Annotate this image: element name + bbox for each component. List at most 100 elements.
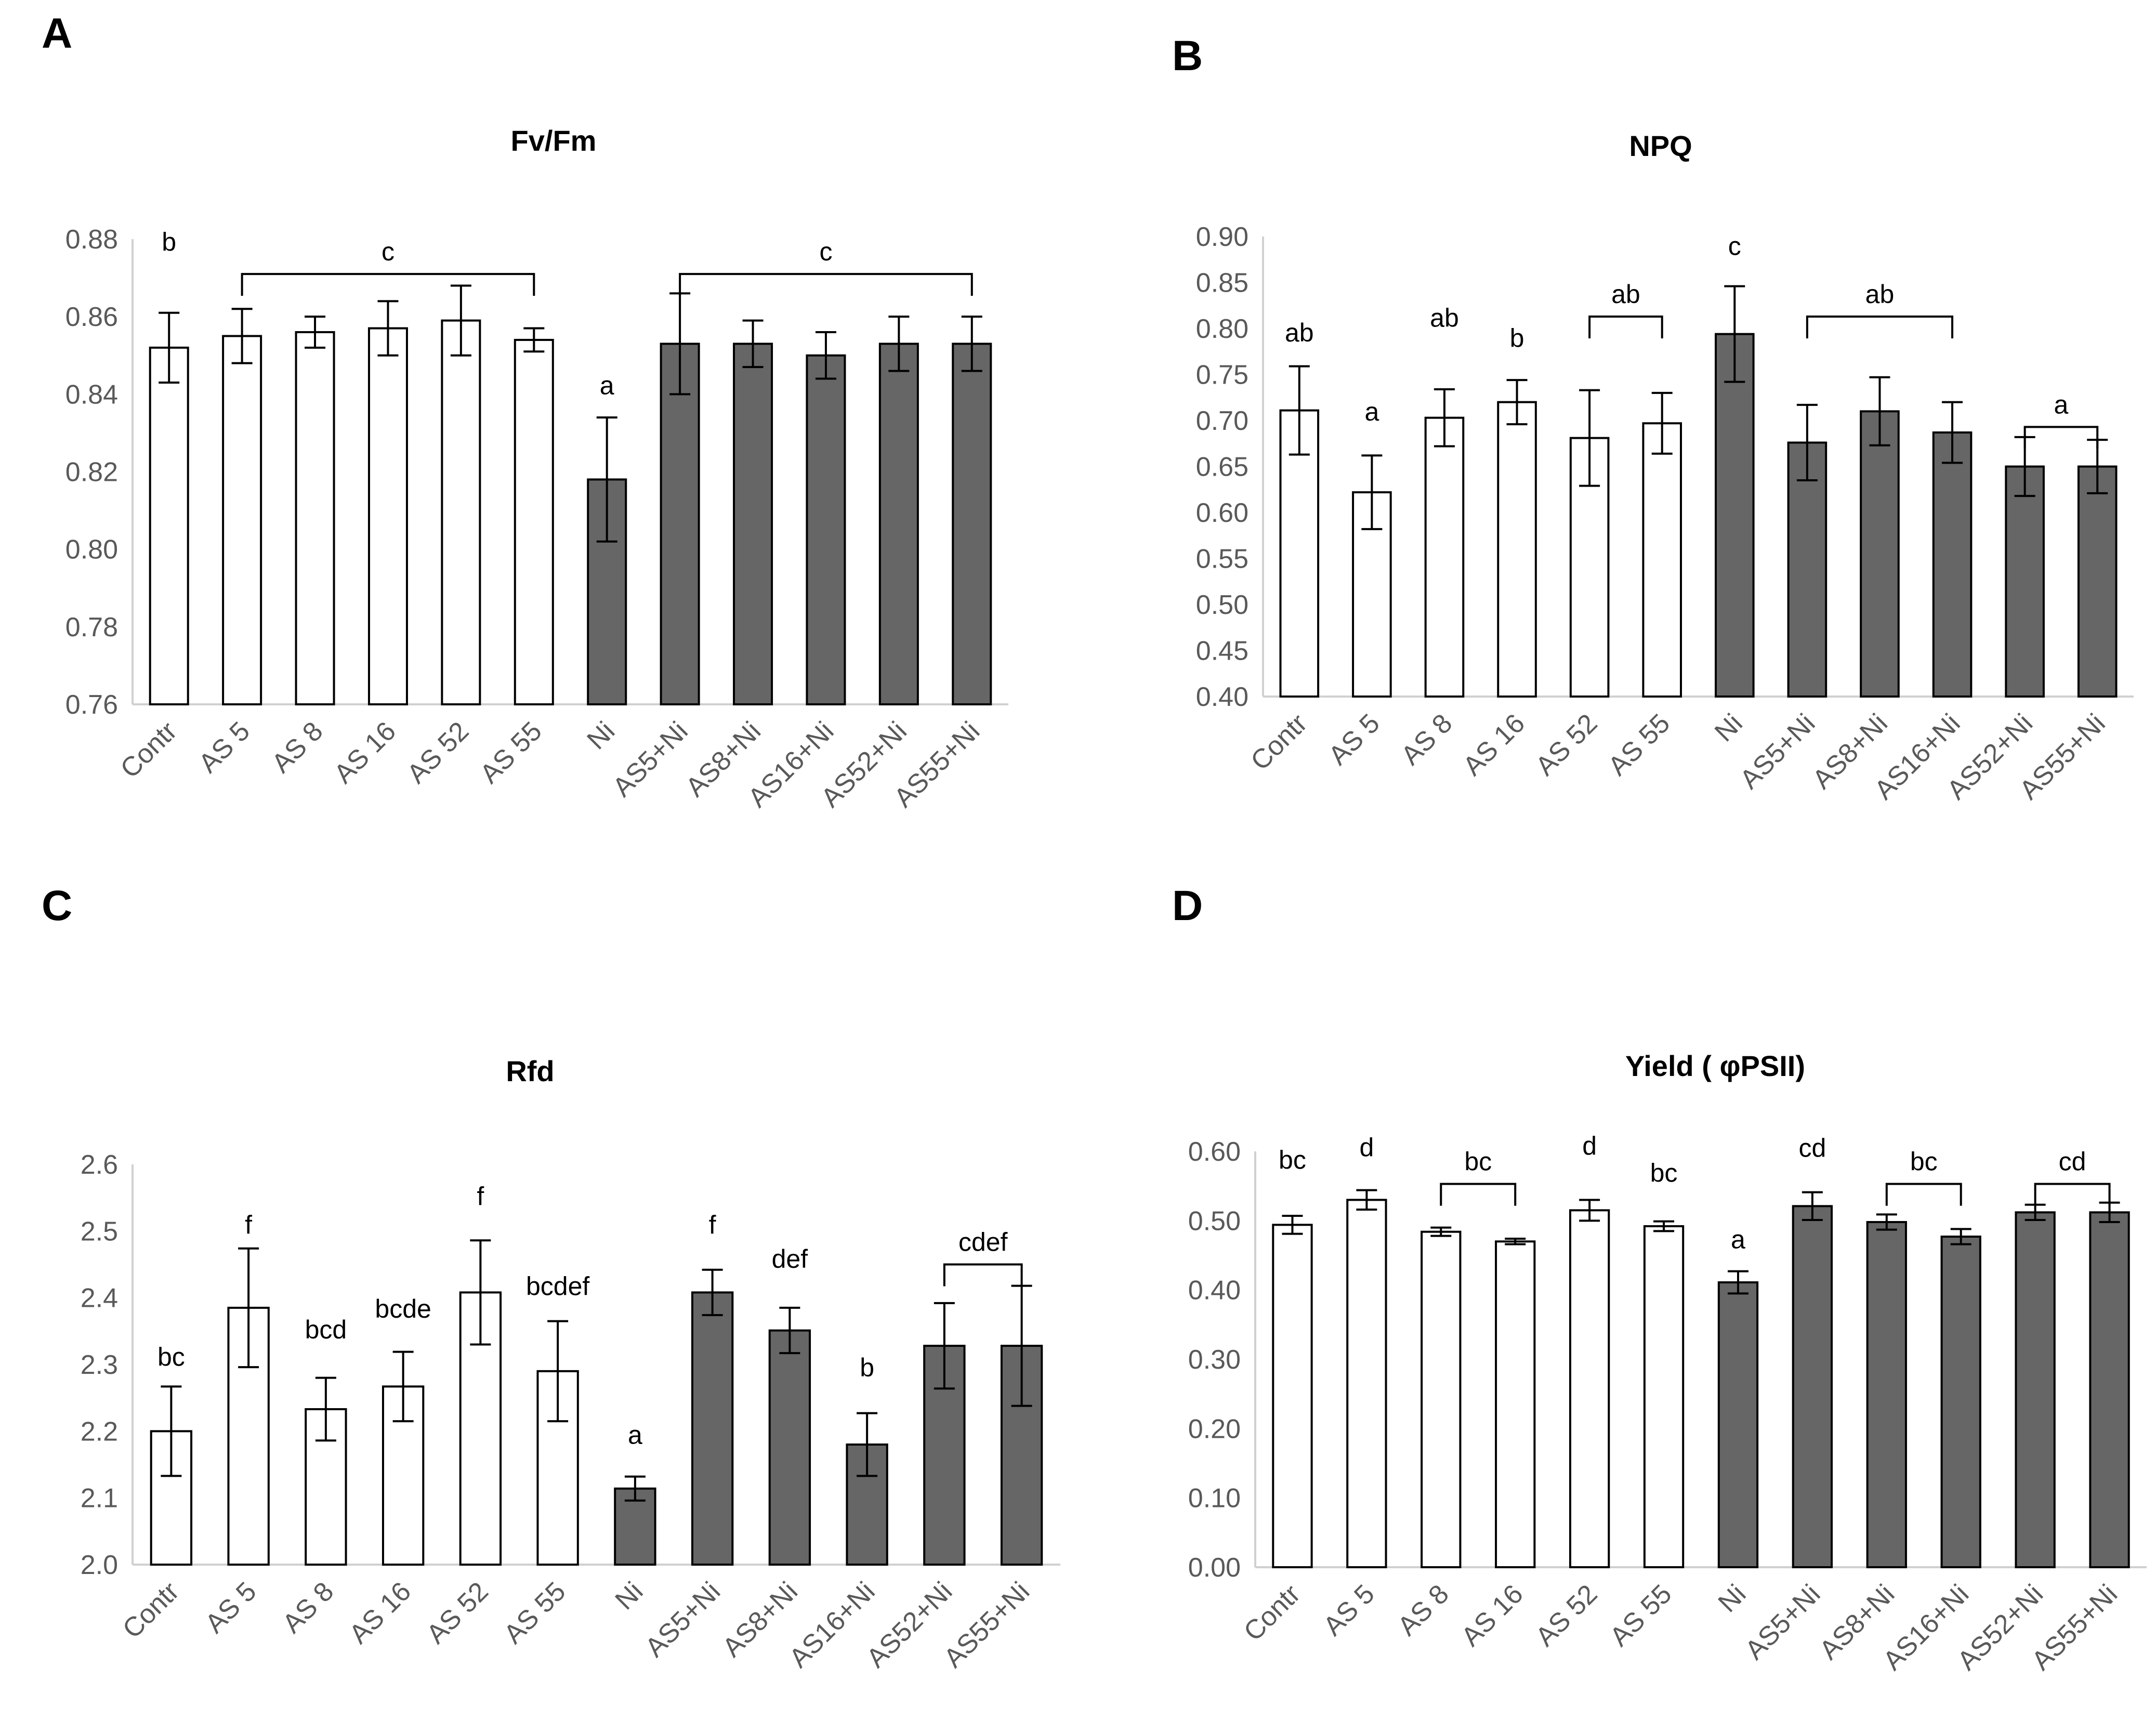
bar bbox=[514, 338, 554, 705]
significance-label: a bbox=[628, 1421, 642, 1450]
bar bbox=[768, 1329, 811, 1566]
bar bbox=[1792, 1205, 1833, 1568]
significance-label: bcdef bbox=[526, 1272, 589, 1301]
chart-title: Yield ( φPSII) bbox=[1625, 1049, 1805, 1082]
bracket-label: ab bbox=[1865, 280, 1895, 309]
significance-label: cd bbox=[1798, 1134, 1826, 1163]
significance-label: a bbox=[600, 371, 614, 400]
chart-title: Fv/Fm bbox=[511, 124, 597, 157]
significance-bracket bbox=[2034, 1183, 2111, 1206]
significance-label: ab bbox=[1285, 318, 1314, 347]
y-tick-label: 0.90 bbox=[1196, 222, 1248, 252]
panel-label: C bbox=[42, 882, 72, 929]
chart-title: NPQ bbox=[1629, 129, 1692, 162]
y-tick-label: 0.80 bbox=[1196, 314, 1248, 344]
significance-bracket bbox=[1885, 1183, 1962, 1206]
y-tick-label: 2.1 bbox=[81, 1484, 118, 1514]
y-tick-label: 0.65 bbox=[1196, 452, 1248, 482]
bar bbox=[660, 343, 700, 705]
significance-label: d bbox=[1359, 1133, 1374, 1162]
bar bbox=[1495, 1240, 1536, 1568]
chart-title: Rfd bbox=[506, 1055, 554, 1087]
bar bbox=[2077, 465, 2118, 698]
y-tick-label: 0.76 bbox=[65, 690, 118, 720]
bar bbox=[733, 343, 773, 705]
bracket-label: c bbox=[819, 237, 832, 266]
bar bbox=[1715, 333, 1755, 698]
y-tick-label: 0.10 bbox=[1188, 1484, 1241, 1514]
bar bbox=[1569, 1209, 1610, 1568]
y-tick-label: 0.85 bbox=[1196, 268, 1248, 298]
significance-bracket bbox=[1440, 1183, 1517, 1206]
bar bbox=[806, 354, 846, 705]
bracket-label: bc bbox=[1464, 1147, 1492, 1176]
bar bbox=[1424, 416, 1465, 698]
significance-bracket bbox=[679, 273, 973, 296]
y-tick-label: 2.0 bbox=[81, 1550, 118, 1580]
significance-label: bc bbox=[1650, 1159, 1678, 1188]
y-tick-label: 0.40 bbox=[1188, 1276, 1241, 1306]
significance-label: bcd bbox=[305, 1315, 347, 1344]
panel-label: D bbox=[1172, 882, 1203, 929]
y-tick-label: 2.2 bbox=[81, 1416, 118, 1447]
y-tick-label: 0.70 bbox=[1196, 406, 1248, 436]
y-tick-label: 0.00 bbox=[1188, 1553, 1241, 1583]
significance-label: f bbox=[245, 1210, 252, 1239]
significance-label: b bbox=[860, 1353, 874, 1382]
bar bbox=[1866, 1221, 1907, 1568]
bar bbox=[2015, 1211, 2056, 1568]
y-tick-label: 0.55 bbox=[1196, 544, 1248, 574]
bar bbox=[878, 343, 919, 705]
y-tick-label: 0.80 bbox=[65, 535, 118, 565]
bar bbox=[1421, 1230, 1462, 1569]
significance-bracket bbox=[943, 1263, 1023, 1287]
significance-label: bcde bbox=[375, 1294, 431, 1323]
bar bbox=[1932, 431, 1973, 698]
bar bbox=[2089, 1211, 2130, 1568]
significance-label: b bbox=[1510, 323, 1524, 352]
bracket-label: c bbox=[382, 237, 395, 266]
bar bbox=[1643, 1225, 1685, 1568]
bar bbox=[441, 319, 481, 705]
significance-label: f bbox=[709, 1210, 716, 1239]
significance-label: d bbox=[1582, 1132, 1597, 1161]
significance-label: a bbox=[1731, 1225, 1745, 1254]
bar bbox=[295, 331, 335, 705]
bar bbox=[1346, 1199, 1387, 1568]
significance-bracket bbox=[1588, 315, 1663, 338]
bar bbox=[691, 1291, 734, 1566]
panel-label: B bbox=[1172, 32, 1203, 80]
bar bbox=[150, 1430, 193, 1566]
bar bbox=[1787, 441, 1828, 698]
y-tick-label: 0.60 bbox=[1188, 1137, 1241, 1167]
bar bbox=[1642, 422, 1682, 698]
y-tick-label: 0.50 bbox=[1196, 590, 1248, 620]
bracket-label: a bbox=[2054, 390, 2069, 419]
significance-bracket bbox=[1806, 315, 1954, 338]
y-tick-label: 0.86 bbox=[65, 302, 118, 332]
y-tick-label: 0.60 bbox=[1196, 498, 1248, 528]
y-tick-label: 2.6 bbox=[81, 1150, 118, 1180]
bar bbox=[149, 346, 189, 705]
bar bbox=[1497, 401, 1537, 698]
significance-bracket bbox=[2023, 426, 2099, 449]
bar bbox=[1272, 1224, 1313, 1568]
significance-label: c bbox=[1728, 231, 1741, 260]
significance-label: bc bbox=[1279, 1145, 1306, 1174]
y-tick-label: 0.78 bbox=[65, 612, 118, 642]
y-tick-label: 0.84 bbox=[65, 379, 118, 410]
y-tick-label: 0.40 bbox=[1196, 682, 1248, 712]
bracket-label: cdef bbox=[958, 1228, 1008, 1257]
significance-label: a bbox=[1364, 397, 1379, 426]
y-tick-label: 0.20 bbox=[1188, 1414, 1241, 1444]
y-tick-label: 0.45 bbox=[1196, 636, 1248, 666]
y-tick-label: 0.88 bbox=[65, 225, 118, 255]
bar bbox=[1717, 1281, 1759, 1568]
y-tick-label: 2.5 bbox=[81, 1216, 118, 1246]
bar bbox=[2005, 465, 2045, 698]
bar bbox=[222, 335, 262, 705]
significance-bracket bbox=[241, 273, 535, 296]
y-tick-label: 0.75 bbox=[1196, 360, 1248, 390]
y-tick-label: 0.50 bbox=[1188, 1206, 1241, 1236]
